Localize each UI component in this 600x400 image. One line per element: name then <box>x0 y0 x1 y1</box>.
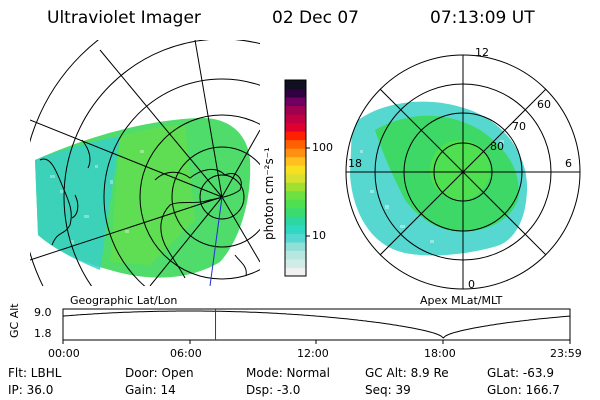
colorbar-segment <box>285 97 306 107</box>
colorbar-segment <box>285 216 306 226</box>
altitude-curve <box>62 310 571 339</box>
alt-axis-label: GC Alt <box>8 303 21 338</box>
colorbar-segment <box>285 190 306 200</box>
colorbar-segment <box>285 105 306 115</box>
colorbar-segment <box>285 156 306 166</box>
colorbar-segment <box>285 199 306 209</box>
colorbar-segment <box>285 122 306 132</box>
colorbar-segment <box>285 224 306 234</box>
colorbar-segment <box>285 131 306 141</box>
alt-xtick-2359: 23:59 <box>550 347 582 360</box>
alt-ytick-1-8: 1.8 <box>34 327 52 340</box>
colorbar-segment <box>285 241 306 251</box>
colorbar-segment <box>285 173 306 183</box>
colorbar-segment <box>285 148 306 158</box>
mlt-label-12: 12 <box>475 46 489 59</box>
date-label: 02 Dec 07 <box>272 8 359 28</box>
colorbar-segment <box>285 267 306 277</box>
ip-info: IP: 36.0 <box>8 383 54 397</box>
colorbar-tick-10: 10 <box>312 229 326 242</box>
seq-info: Seq: 39 <box>365 383 411 397</box>
colorbar-segment <box>285 165 306 175</box>
colorbar-segment <box>285 250 306 260</box>
colorbar-segment <box>285 258 306 268</box>
colorbar-tick-100: 100 <box>312 141 333 154</box>
mlt-label-6: 6 <box>565 157 572 170</box>
colorbar-segment <box>285 80 306 90</box>
alt-ytick-9: 9.0 <box>34 306 52 319</box>
mlat-label-60: 60 <box>537 98 551 111</box>
dsp-info: Dsp: -3.0 <box>246 383 301 397</box>
time-label: 07:13:09 UT <box>430 8 535 28</box>
alt-xtick-0000: 00:00 <box>48 347 80 360</box>
alt-xtick-0600: 06:00 <box>170 347 202 360</box>
door-info: Door: Open <box>125 366 194 380</box>
colorbar-segment <box>285 139 306 149</box>
mode-info: Mode: Normal <box>246 366 330 380</box>
glon-info: GLon: 166.7 <box>487 383 560 397</box>
colorbar-segment <box>285 233 306 243</box>
colorbar-segment <box>285 88 306 98</box>
geographic-panel-label: Geographic Lat/Lon <box>70 294 178 307</box>
colorbar-segment <box>285 114 306 124</box>
gc-alt-info: GC Alt: 8.9 Re <box>365 366 449 380</box>
colorbar-segment <box>285 182 306 192</box>
glat-info: GLat: -63.9 <box>487 366 554 380</box>
mlt-label-18: 18 <box>348 157 362 170</box>
filter-info: Flt: LBHL <box>8 366 62 380</box>
alt-xtick-1200: 12:00 <box>297 347 329 360</box>
mlt-label-0: 0 <box>468 278 475 291</box>
apex-panel-label: Apex MLat/MLT <box>420 294 503 307</box>
instrument-title: Ultraviolet Imager <box>47 8 201 28</box>
mlat-label-80: 80 <box>490 140 504 153</box>
mlat-label-70: 70 <box>512 120 526 133</box>
colorbar-segment <box>285 207 306 217</box>
alt-xtick-1800: 18:00 <box>424 347 456 360</box>
gain-info: Gain: 14 <box>125 383 176 397</box>
